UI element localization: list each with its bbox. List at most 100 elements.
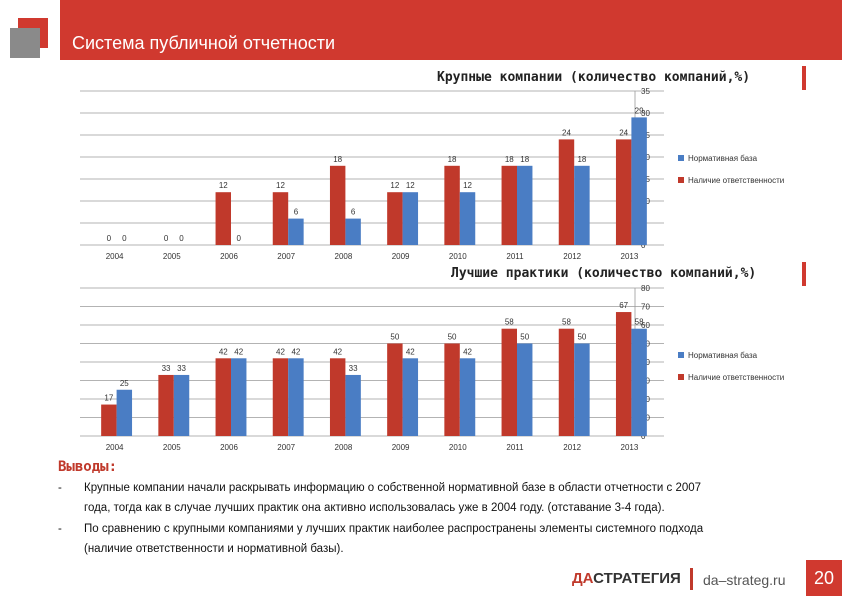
data-label: 42 xyxy=(234,347,243,356)
bar-red xyxy=(101,404,117,436)
data-label: 58 xyxy=(505,318,514,327)
bar-blue xyxy=(574,343,590,436)
bar-red xyxy=(387,343,403,436)
x-tick-label: 2008 xyxy=(335,252,353,261)
bar-blue xyxy=(631,117,647,245)
data-label: 0 xyxy=(164,234,169,243)
x-tick-label: 2012 xyxy=(563,443,581,452)
bar-blue xyxy=(517,165,533,245)
legend-label: Наличие ответственности xyxy=(688,373,784,382)
data-label: 33 xyxy=(162,364,171,373)
data-label: 29 xyxy=(635,106,644,115)
bar-red xyxy=(158,374,174,436)
header-bar xyxy=(60,0,842,60)
x-tick-label: 2011 xyxy=(506,443,524,452)
website-link[interactable]: da–strateg.ru xyxy=(703,572,786,588)
data-label: 50 xyxy=(577,333,586,342)
conclusion-1-line-1: Крупные компании начали раскрывать инфор… xyxy=(84,482,702,494)
bar-blue xyxy=(402,358,419,436)
legend-label: Нормативная база xyxy=(688,351,758,360)
data-label: 24 xyxy=(562,128,571,137)
data-label: 42 xyxy=(463,347,472,356)
x-tick-label: 2006 xyxy=(220,252,238,261)
y-tick-label: 80 xyxy=(641,284,650,293)
bar-red xyxy=(558,139,575,245)
bullet-dash: - xyxy=(58,482,62,494)
x-tick-label: 2010 xyxy=(449,443,467,452)
x-tick-label: 2004 xyxy=(106,252,124,261)
data-label: 0 xyxy=(107,234,112,243)
conclusion-1-line-2: года, тогда как в случае лучших практик … xyxy=(84,502,665,514)
data-label: 24 xyxy=(619,128,628,137)
data-label: 42 xyxy=(291,347,300,356)
x-tick-label: 2006 xyxy=(220,443,238,452)
x-tick-label: 2007 xyxy=(277,252,295,261)
chart2-title-accent xyxy=(802,262,806,286)
x-tick-label: 2004 xyxy=(106,443,124,452)
bar-red xyxy=(329,165,346,245)
legend-label: Наличие ответственности xyxy=(688,176,784,185)
bar-red xyxy=(615,139,632,245)
data-label: 58 xyxy=(562,318,571,327)
data-label: 42 xyxy=(333,347,342,356)
bar-blue xyxy=(288,358,304,436)
bar-red xyxy=(444,343,460,436)
logo-square-gray xyxy=(10,28,40,58)
data-label: 25 xyxy=(120,379,129,388)
bar-red xyxy=(215,192,231,245)
data-label: 33 xyxy=(177,364,186,373)
conclusions-heading: Выводы: xyxy=(58,459,118,475)
data-label: 0 xyxy=(122,234,127,243)
data-label: 12 xyxy=(390,181,399,190)
bar-blue xyxy=(517,343,533,436)
bar-blue xyxy=(173,374,190,436)
conclusion-2-line-1: По сравнению с крупными компаниями у луч… xyxy=(84,523,704,535)
data-label: 0 xyxy=(236,234,241,243)
x-tick-label: 2013 xyxy=(621,252,639,261)
conclusion-text-2: По сравнению с крупными компаниями у луч… xyxy=(84,519,784,559)
chart1-title-accent xyxy=(802,66,806,90)
data-label: 17 xyxy=(104,394,113,403)
legend-swatch-blue xyxy=(678,155,684,161)
data-label: 50 xyxy=(520,333,529,342)
bar-red xyxy=(272,358,289,436)
logo-text-accent: ДА xyxy=(572,570,594,587)
x-tick-label: 2007 xyxy=(277,443,295,452)
conclusion-item: - Крупные компании начали раскрывать инф… xyxy=(58,478,818,518)
logo-text: СТРАТЕГИЯ xyxy=(593,570,681,587)
data-label: 0 xyxy=(179,234,184,243)
bar-red xyxy=(387,192,403,245)
y-tick-label: 0 xyxy=(641,241,646,250)
bar-blue xyxy=(402,192,419,245)
chart1-title: Крупные компании (количество компаний,%) xyxy=(437,70,751,85)
y-tick-label: 35 xyxy=(641,88,650,96)
data-label: 18 xyxy=(520,155,529,164)
bar-red xyxy=(215,358,231,436)
legend-swatch-blue xyxy=(678,352,684,358)
bar-red xyxy=(615,312,632,436)
data-label: 18 xyxy=(505,155,514,164)
legend-label: Нормативная база xyxy=(688,154,758,163)
page-number: 20 xyxy=(806,560,842,596)
footer-divider xyxy=(690,568,693,590)
bar-red xyxy=(501,165,517,245)
bar-red xyxy=(272,192,289,245)
bar-blue xyxy=(459,192,476,245)
header: Система публичной отчетности xyxy=(0,0,842,62)
data-label: 58 xyxy=(635,318,644,327)
bar-blue xyxy=(345,374,361,436)
x-tick-label: 2005 xyxy=(163,252,181,261)
x-tick-label: 2013 xyxy=(621,443,639,452)
bar-blue xyxy=(116,389,133,436)
y-tick-label: 60 xyxy=(641,321,650,330)
bar-red xyxy=(329,358,346,436)
data-label: 6 xyxy=(294,208,299,217)
conclusion-text-1: Крупные компании начали раскрывать инфор… xyxy=(84,478,784,518)
conclusion-2-line-2: (наличие ответственности и нормативной б… xyxy=(84,543,344,555)
bar-red xyxy=(558,328,575,436)
x-tick-label: 2009 xyxy=(392,252,410,261)
legend-swatch-red xyxy=(678,177,684,183)
page-title: Система публичной отчетности xyxy=(72,33,336,53)
company-logo: ДАСТРАТЕГИЯ xyxy=(572,570,681,587)
chart-best-practices: 0102030405060708017252004333320054242200… xyxy=(80,284,784,452)
